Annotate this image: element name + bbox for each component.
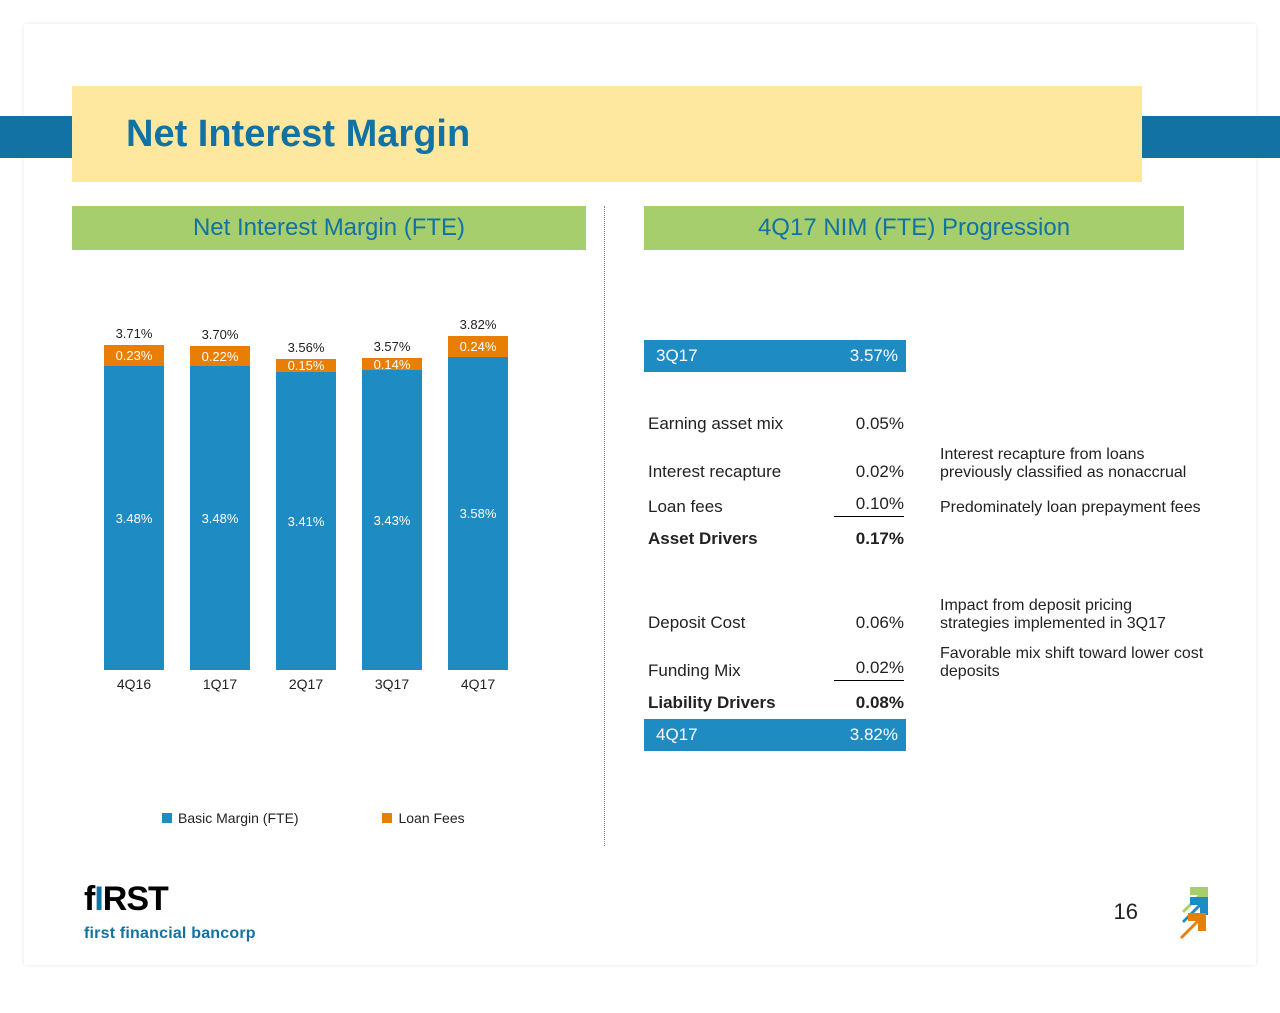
bar-fee-label: 0.14% <box>362 357 422 372</box>
table-row-label: Deposit Cost <box>644 613 834 633</box>
page-title: Net Interest Margin <box>126 113 470 156</box>
table-row-value: 0.10% <box>834 494 904 517</box>
category-label: 2Q17 <box>276 676 336 692</box>
left-section-header: Net Interest Margin (FTE) <box>72 206 586 250</box>
table-row: Asset Drivers0.17% <box>644 523 1204 555</box>
legend-label-fees: Loan Fees <box>398 810 464 826</box>
bar-group: 3.41%0.15%3.56% <box>276 359 336 671</box>
page-number-box: 16 <box>1114 881 1208 943</box>
table-row: Earning asset mix0.05% <box>644 408 1204 440</box>
table-row: Funding Mix0.02%Favorable mix shift towa… <box>644 639 1204 687</box>
legend-item-fees: Loan Fees <box>382 810 464 826</box>
category-label: 3Q17 <box>362 676 422 692</box>
bar-fee-label: 0.22% <box>190 349 250 364</box>
table-row-label: Earning asset mix <box>644 414 834 434</box>
bar-basic-label: 3.41% <box>276 514 336 529</box>
bar-group: 3.48%0.22%3.70% <box>190 346 250 670</box>
table-row-note: Favorable mix shift toward lower cost de… <box>904 645 1204 681</box>
bar-group: 3.48%0.23%3.71% <box>104 345 164 670</box>
title-band: Net Interest Margin <box>72 86 1142 182</box>
table-row: Loan fees0.10%Predominately loan prepaym… <box>644 488 1204 523</box>
slide-container: Net Interest Margin Net Interest Margin … <box>24 24 1256 965</box>
right-column: 4Q17 NIM (FTE) Progression 3Q173.57% Earn… <box>604 206 1204 856</box>
table-header-row: 3Q173.57% <box>644 340 906 372</box>
table-row-label: Asset Drivers <box>644 529 834 549</box>
bar-total-label: 3.71% <box>104 326 164 341</box>
logo-i-char: I <box>94 880 102 918</box>
legend-swatch-fees <box>382 813 392 823</box>
table-header-row: 4Q173.82% <box>644 719 906 751</box>
page-number: 16 <box>1114 899 1138 925</box>
legend-label-basic: Basic Margin (FTE) <box>178 810 299 826</box>
table-header-value: 3.57% <box>832 346 898 366</box>
logo-wordmark: fIRST <box>84 880 256 919</box>
bar-total-label: 3.70% <box>190 327 250 342</box>
bar-basic-label: 3.48% <box>104 511 164 526</box>
table-gap <box>644 555 1204 591</box>
progression-table: 3Q173.57%Earning asset mix0.05%Interest … <box>644 340 1204 751</box>
bar-fee-label: 0.23% <box>104 348 164 363</box>
arrows-icon <box>1150 881 1208 943</box>
bar-total-label: 3.56% <box>276 340 336 355</box>
table-row-value: 0.02% <box>834 658 904 681</box>
bar-total-label: 3.82% <box>448 317 508 332</box>
table-row-label: Loan fees <box>644 497 834 517</box>
table-row-value: 0.02% <box>834 462 904 482</box>
table-row-note: Interest recapture from loans previously… <box>904 446 1204 482</box>
table-row-note: Predominately loan prepayment fees <box>904 499 1204 517</box>
table-row-note: Impact from deposit pricing strategies i… <box>904 597 1204 633</box>
table-header-label: 4Q17 <box>652 725 832 745</box>
slide-footer: fIRST first financial bancorp 16 <box>84 863 1208 943</box>
table-row-label: Funding Mix <box>644 661 834 681</box>
table-row-value: 0.06% <box>834 613 904 633</box>
logo-subtitle: first financial bancorp <box>84 925 256 943</box>
table-header-value: 3.82% <box>832 725 898 745</box>
bar-fee-label: 0.24% <box>448 339 508 354</box>
bar-basic-label: 3.43% <box>362 513 422 528</box>
category-label: 4Q17 <box>448 676 508 692</box>
right-section-header: 4Q17 NIM (FTE) Progression <box>644 206 1184 250</box>
table-gap <box>644 372 1204 408</box>
table-row-label: Interest recapture <box>644 462 834 482</box>
left-column: Net Interest Margin (FTE) 3.48% 0.23% 3.71… <box>24 206 604 856</box>
column-divider <box>604 206 605 846</box>
table-row: Deposit Cost0.06%Impact from deposit pri… <box>644 591 1204 639</box>
table-row: Interest recapture0.02%Interest recaptur… <box>644 440 1204 488</box>
table-header-label: 3Q17 <box>652 346 832 366</box>
nim-chart: 3.48% 0.23% 3.71% 4Q16 3.48% 0.22% 3.70% 1Q17 3.… <box>72 320 572 750</box>
table-row-label: Liability Drivers <box>644 693 834 713</box>
bar-fee-label: 0.15% <box>276 358 336 373</box>
category-label: 1Q17 <box>190 676 250 692</box>
legend-item-basic: Basic Margin (FTE) <box>162 810 299 826</box>
chart-legend: Basic Margin (FTE) Loan Fees <box>72 810 586 826</box>
bar-total-label: 3.57% <box>362 339 422 354</box>
company-logo: fIRST first financial bancorp <box>84 880 256 943</box>
bar-basic-label: 3.48% <box>190 511 250 526</box>
table-row-value: 0.08% <box>834 693 904 713</box>
chart-plot-area: 3.48%0.23%3.71%4Q163.48%0.22%3.70%1Q173.… <box>82 320 522 670</box>
bar-group: 3.58%0.24%3.82% <box>448 336 508 670</box>
table-row-value: 0.17% <box>834 529 904 549</box>
legend-swatch-basic <box>162 813 172 823</box>
content-area: Net Interest Margin (FTE) 3.48% 0.23% 3.71… <box>24 206 1256 856</box>
category-label: 4Q16 <box>104 676 164 692</box>
bar-basic-label: 3.58% <box>448 506 508 521</box>
bar-group: 3.43%0.14%3.57% <box>362 358 422 670</box>
table-row: Liability Drivers0.08% <box>644 687 1204 719</box>
table-row-value: 0.05% <box>834 414 904 434</box>
